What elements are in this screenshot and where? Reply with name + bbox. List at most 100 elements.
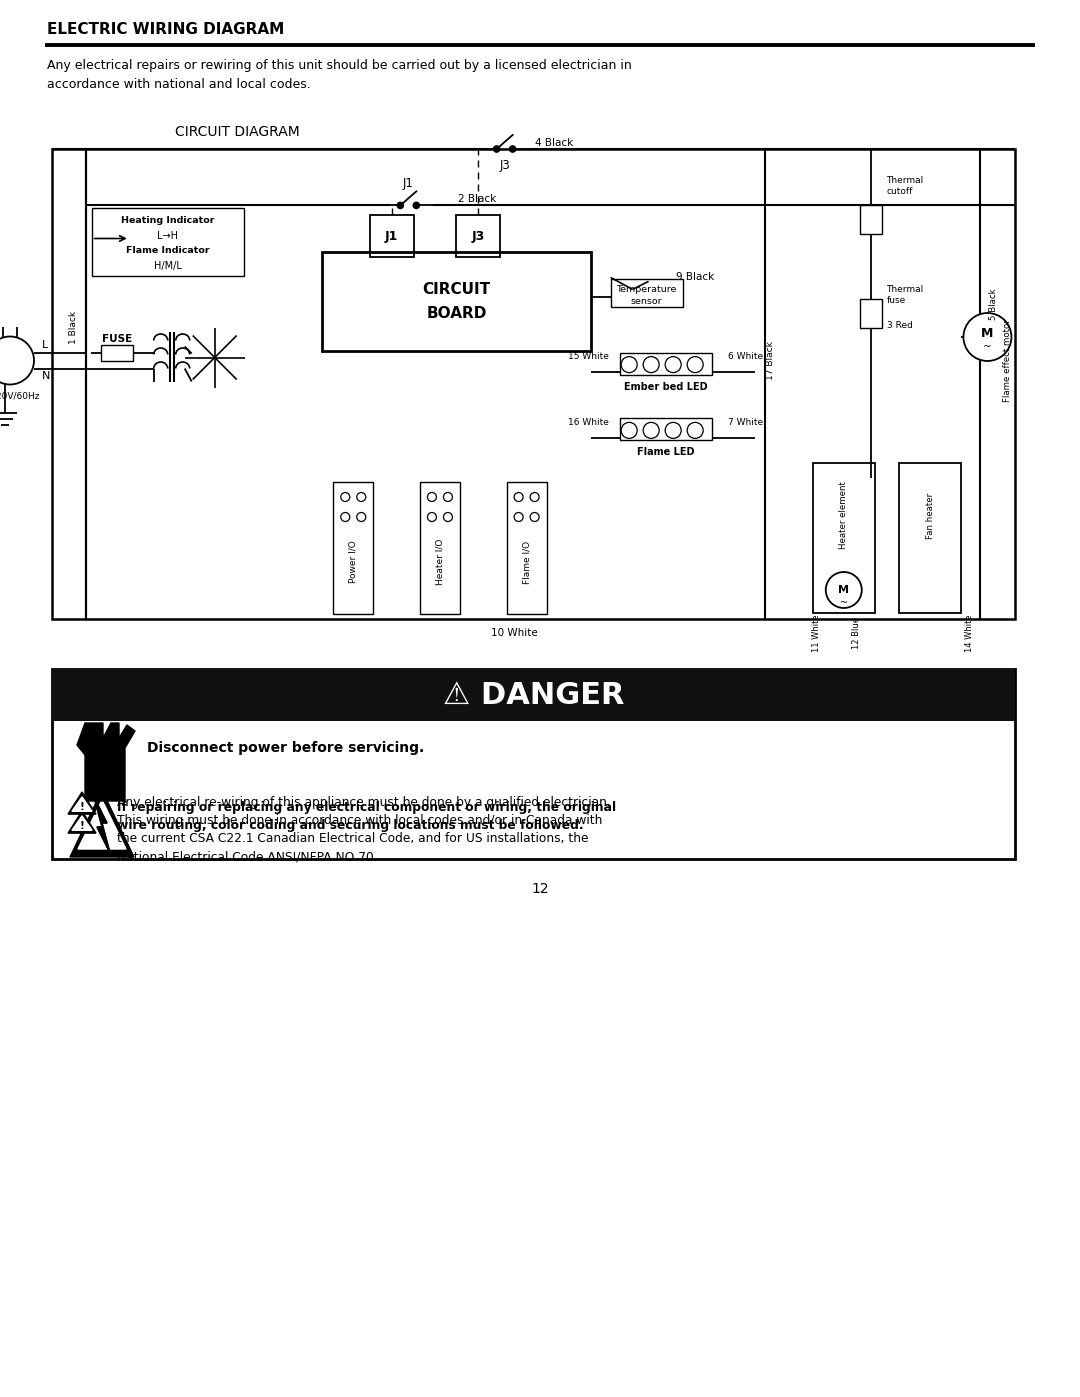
Text: ELECTRIC WIRING DIAGRAM: ELECTRIC WIRING DIAGRAM	[48, 22, 284, 36]
Text: J1: J1	[403, 177, 414, 190]
Circle shape	[530, 493, 539, 502]
Bar	[620, 352, 712, 374]
Circle shape	[0, 337, 33, 384]
Text: sensor: sensor	[631, 298, 662, 306]
Text: 7 White: 7 White	[728, 418, 764, 427]
Circle shape	[665, 356, 681, 373]
Text: 12: 12	[531, 882, 549, 895]
Polygon shape	[72, 816, 92, 830]
Bar	[620, 418, 712, 440]
Text: Flame LED: Flame LED	[637, 447, 694, 457]
Circle shape	[356, 513, 366, 521]
Polygon shape	[70, 789, 134, 856]
Bar	[860, 299, 881, 328]
Text: AC120V/60Hz: AC120V/60Hz	[0, 391, 41, 400]
Text: J1: J1	[386, 229, 399, 243]
Text: 1 Black: 1 Black	[69, 312, 78, 344]
Bar	[507, 482, 546, 615]
Circle shape	[687, 356, 703, 373]
Text: Thermal
cutoff: Thermal cutoff	[887, 176, 923, 197]
Circle shape	[444, 513, 453, 521]
Text: 16 White: 16 White	[568, 418, 608, 427]
Text: CIRCUIT DIAGRAM: CIRCUIT DIAGRAM	[175, 124, 300, 138]
Text: BOARD: BOARD	[427, 306, 487, 321]
Bar	[52, 669, 1015, 721]
Circle shape	[665, 422, 681, 439]
Text: Heater element: Heater element	[839, 482, 848, 549]
Circle shape	[621, 422, 637, 439]
Text: M: M	[982, 327, 994, 339]
Text: Ember bed LED: Ember bed LED	[624, 381, 708, 391]
Text: 17 Black: 17 Black	[766, 341, 775, 380]
Bar	[813, 462, 875, 613]
Bar	[322, 253, 591, 351]
Text: Heater I/O: Heater I/O	[435, 539, 445, 585]
Text: 3 Red: 3 Red	[887, 321, 913, 330]
Text: ~: ~	[840, 598, 848, 608]
Text: ⚠ DANGER: ⚠ DANGER	[443, 680, 624, 710]
Circle shape	[644, 356, 659, 373]
Bar	[52, 149, 1015, 619]
Circle shape	[621, 356, 637, 373]
Text: 12 Blue: 12 Blue	[852, 617, 861, 650]
Bar	[92, 208, 244, 275]
Bar	[457, 215, 500, 257]
Text: 9 Black: 9 Black	[676, 272, 714, 282]
Circle shape	[428, 493, 436, 502]
Circle shape	[963, 313, 1012, 360]
Circle shape	[644, 422, 659, 439]
Bar	[610, 279, 683, 307]
Text: FUSE: FUSE	[102, 334, 132, 344]
Text: Flame effect motor: Flame effect motor	[1002, 319, 1012, 402]
Text: Heating Indicator: Heating Indicator	[121, 217, 215, 225]
Text: Disconnect power before servicing.: Disconnect power before servicing.	[147, 740, 424, 754]
Bar	[369, 215, 414, 257]
Circle shape	[444, 493, 453, 502]
Bar	[860, 205, 881, 233]
Bar	[52, 669, 1015, 859]
Circle shape	[341, 513, 350, 521]
Circle shape	[510, 147, 515, 152]
Circle shape	[428, 513, 436, 521]
Text: If repairing or replacing any electrical component or wiring, the original
wire : If repairing or replacing any electrical…	[117, 800, 616, 833]
Text: !: !	[80, 820, 84, 831]
Polygon shape	[94, 798, 110, 854]
Text: J3: J3	[499, 158, 510, 172]
Bar	[420, 482, 460, 615]
Circle shape	[341, 493, 350, 502]
Text: Any electrical re-wiring of this appliance must be done by a qualified electrici: Any electrical re-wiring of this applian…	[117, 796, 611, 863]
Bar	[334, 482, 374, 615]
Text: J3: J3	[472, 229, 485, 243]
Bar	[100, 345, 133, 360]
Text: 10 White: 10 White	[491, 629, 538, 638]
Circle shape	[687, 422, 703, 439]
Circle shape	[826, 571, 862, 608]
Text: N: N	[42, 370, 51, 380]
Text: H/M/L: H/M/L	[153, 261, 181, 271]
Text: 4 Black: 4 Black	[535, 138, 572, 148]
Text: Fan heater: Fan heater	[926, 492, 935, 539]
Text: 15 White: 15 White	[568, 352, 608, 360]
Polygon shape	[77, 724, 135, 800]
Polygon shape	[68, 812, 96, 833]
Text: Flame Indicator: Flame Indicator	[126, 246, 210, 256]
Text: Power I/O: Power I/O	[349, 541, 357, 584]
Circle shape	[514, 513, 523, 521]
Text: L: L	[42, 341, 49, 351]
Circle shape	[514, 493, 523, 502]
Text: Any electrical repairs or rewiring of this unit should be carried out by a licen: Any electrical repairs or rewiring of th…	[48, 59, 632, 91]
Text: Temperature: Temperature	[617, 285, 677, 293]
Circle shape	[356, 493, 366, 502]
Bar	[900, 462, 961, 613]
Circle shape	[414, 203, 419, 208]
Text: Thermal
fuse: Thermal fuse	[887, 285, 923, 305]
Text: 11 White: 11 White	[812, 615, 821, 652]
Text: CIRCUIT: CIRCUIT	[422, 282, 490, 298]
Text: 2 Black: 2 Black	[458, 194, 497, 204]
Polygon shape	[68, 792, 96, 814]
Text: ~: ~	[983, 342, 991, 352]
Text: !: !	[80, 802, 84, 812]
Text: 14 White: 14 White	[964, 615, 974, 652]
Polygon shape	[78, 800, 126, 849]
Text: Flame I/O: Flame I/O	[522, 541, 531, 584]
